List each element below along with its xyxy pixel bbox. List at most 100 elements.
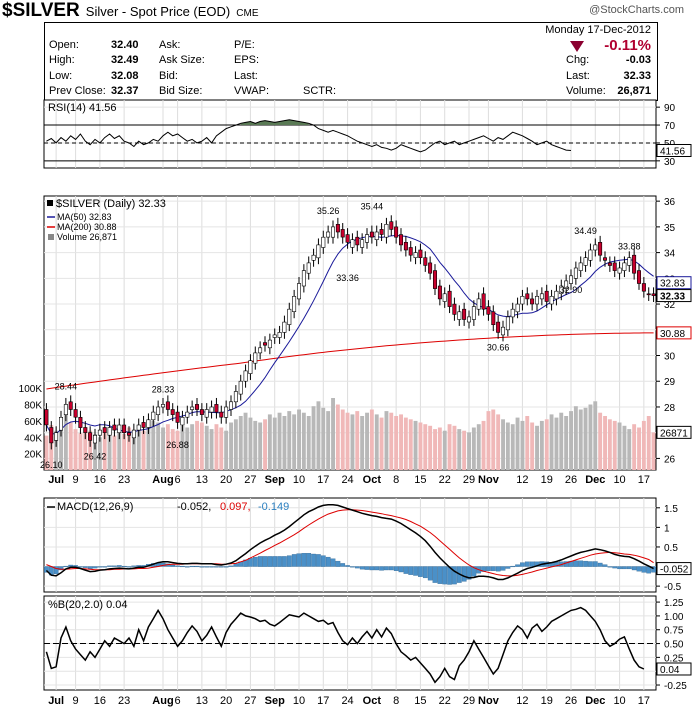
candle-body — [471, 306, 476, 320]
pe-label: P/E: — [234, 39, 255, 51]
macd-histogram-bar — [422, 566, 428, 579]
price-annotation: 33.36 — [336, 273, 359, 283]
x-axis-label-bottom: 23 — [118, 695, 130, 707]
candle-body — [632, 254, 637, 274]
volume-bar — [462, 430, 467, 470]
volume-bar — [127, 427, 131, 470]
percent-b-panel — [43, 595, 657, 691]
macd-histogram-bar — [529, 561, 535, 567]
candle-body — [607, 262, 612, 266]
volume-bar — [345, 412, 350, 470]
macd-histogram-bar — [272, 556, 278, 567]
macd-histogram-bar — [112, 565, 117, 567]
candle-body — [544, 290, 549, 302]
macd-histogram-bar — [597, 562, 603, 567]
candle-body — [151, 411, 156, 421]
volume-bar — [374, 414, 379, 470]
volume-legend: Volume 26,871 — [57, 232, 117, 242]
volume-bar — [68, 422, 73, 470]
volume-bar — [603, 416, 607, 470]
value-tag-label: 30.88 — [660, 329, 685, 340]
x-axis-label: Oct — [363, 474, 382, 486]
volume-bar — [539, 420, 544, 470]
candle-body — [651, 293, 656, 296]
last-label: Last: — [566, 70, 590, 82]
candle-body — [146, 419, 151, 428]
macd-histogram-bar — [296, 553, 302, 567]
candle-body — [491, 311, 496, 325]
volume-bar — [520, 420, 525, 470]
candle-body — [54, 432, 59, 441]
y-tick-label: -0.25 — [664, 681, 687, 692]
y-tick-label: 36 — [664, 197, 676, 208]
volume-bar — [209, 429, 214, 470]
volume-bar — [637, 427, 641, 470]
x-axis-label-bottom: 26 — [565, 695, 577, 707]
macd-histogram-bar — [63, 565, 69, 568]
volume-bar — [316, 401, 321, 470]
y-tick-label: 0.5 — [664, 543, 678, 554]
x-axis-label: 19 — [541, 474, 553, 486]
candle-body — [641, 283, 646, 292]
volume-bar — [505, 422, 510, 470]
macd-histogram-bar — [490, 566, 496, 571]
volume-bar — [607, 419, 612, 470]
ma200-line — [46, 332, 654, 390]
macd-histogram-bar — [53, 566, 59, 575]
candle-body — [330, 226, 335, 238]
candle-body — [229, 401, 234, 410]
percent-b-line — [45, 606, 645, 684]
candle-body — [442, 293, 447, 302]
x-axis-label: 10 — [613, 474, 625, 486]
volume-bar — [365, 412, 369, 470]
volume-bar — [73, 429, 78, 470]
candle-body — [306, 262, 311, 274]
macd-histogram-bar — [316, 554, 321, 567]
chg-label: Chg: — [566, 54, 590, 66]
volume-bar — [175, 430, 180, 470]
macd-histogram-bar — [437, 566, 443, 584]
volume-bar — [224, 430, 229, 470]
volume-bar — [481, 420, 486, 470]
volume-bar — [593, 401, 598, 470]
price-annotation: 26.10 — [40, 460, 63, 470]
macd-histogram-bar — [131, 565, 137, 567]
volume-bar — [549, 414, 554, 470]
x-axis-label: Aug — [152, 474, 173, 486]
candle-body — [418, 249, 423, 258]
candle-body — [432, 270, 437, 289]
macd-histogram-bar — [418, 566, 423, 577]
volume-bar — [146, 425, 151, 470]
price-annotation: 35.26 — [317, 206, 340, 216]
candle-body — [384, 224, 389, 238]
volume-bar — [83, 427, 88, 470]
macd-histogram-bar — [388, 566, 394, 571]
x-axis-label-bottom: 9 — [73, 695, 79, 707]
volume-bar — [588, 404, 593, 470]
volume-bar — [340, 409, 345, 470]
macd-histogram-bar — [252, 556, 258, 567]
ask-label: Ask: — [159, 39, 181, 51]
value-tag-label: 41.56 — [660, 146, 685, 157]
macd-histogram-bar — [291, 554, 297, 567]
price-legend: $SILVER (Daily) 32.33 — [56, 198, 166, 210]
macd-histogram-bar — [126, 566, 132, 568]
y-tick-label: 28 — [664, 403, 676, 414]
macd-line — [45, 503, 654, 581]
macd-histogram-bar — [592, 561, 598, 567]
candle-body — [277, 332, 282, 338]
chart-title: $SILVER Silver - Spot Price (EOD) CME — [2, 0, 259, 22]
candle-body — [394, 226, 399, 238]
candle-body — [481, 293, 486, 310]
candle-body — [136, 424, 141, 431]
candle-body — [127, 432, 132, 436]
volume-bar — [277, 412, 282, 470]
candle-body — [73, 409, 78, 418]
volume-bar — [301, 412, 306, 470]
macd-histogram-bar — [350, 566, 355, 568]
x-axis-label: 6 — [175, 474, 181, 486]
volume-bar — [408, 419, 413, 470]
macd-histogram-bar — [379, 566, 384, 571]
x-axis-label: 17 — [638, 474, 650, 486]
macd-histogram-bar — [58, 566, 64, 571]
